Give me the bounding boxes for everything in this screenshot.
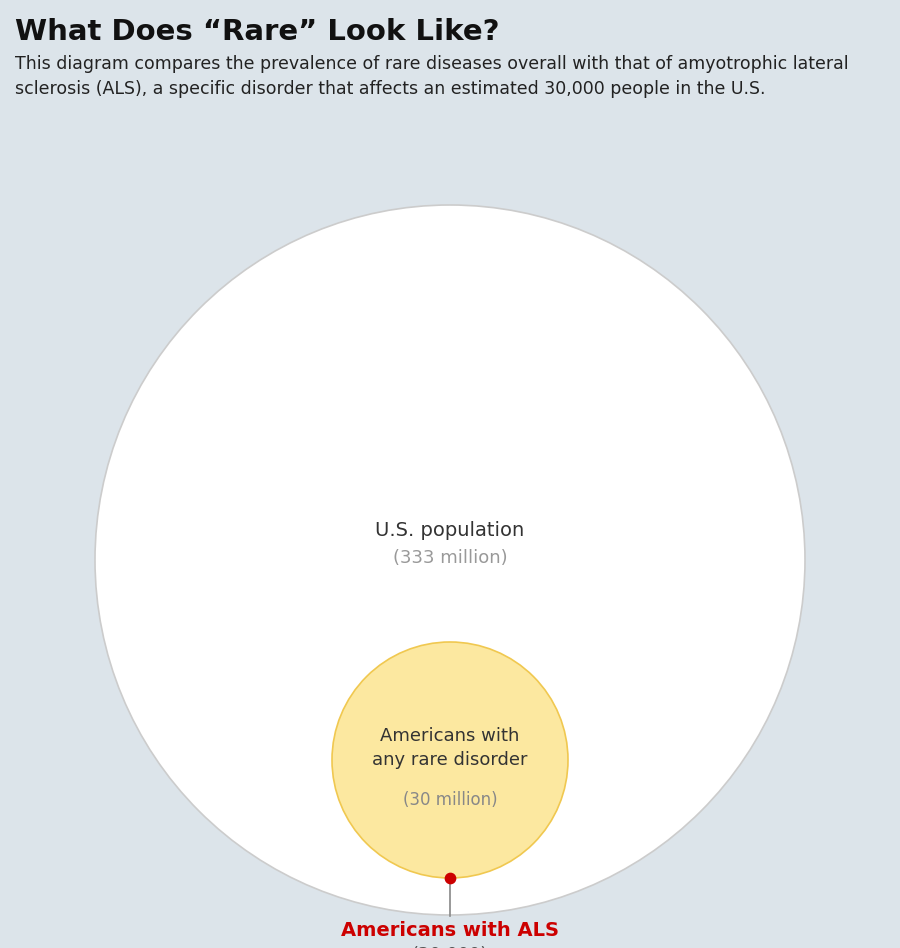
Text: (30,000): (30,000) [412, 946, 488, 948]
Text: sclerosis (ALS), a specific disorder that affects an estimated 30,000 people in : sclerosis (ALS), a specific disorder tha… [15, 80, 766, 98]
Text: What Does “Rare” Look Like?: What Does “Rare” Look Like? [15, 18, 500, 46]
Text: Americans with
any rare disorder: Americans with any rare disorder [373, 727, 527, 769]
Circle shape [332, 642, 568, 878]
Text: U.S. population: U.S. population [375, 520, 525, 539]
Text: This diagram compares the prevalence of rare diseases overall with that of amyot: This diagram compares the prevalence of … [15, 55, 849, 73]
Text: Americans with ALS: Americans with ALS [341, 921, 559, 940]
Text: (333 million): (333 million) [392, 549, 508, 567]
Text: (30 million): (30 million) [402, 791, 498, 809]
Circle shape [95, 205, 805, 915]
Point [443, 870, 457, 885]
